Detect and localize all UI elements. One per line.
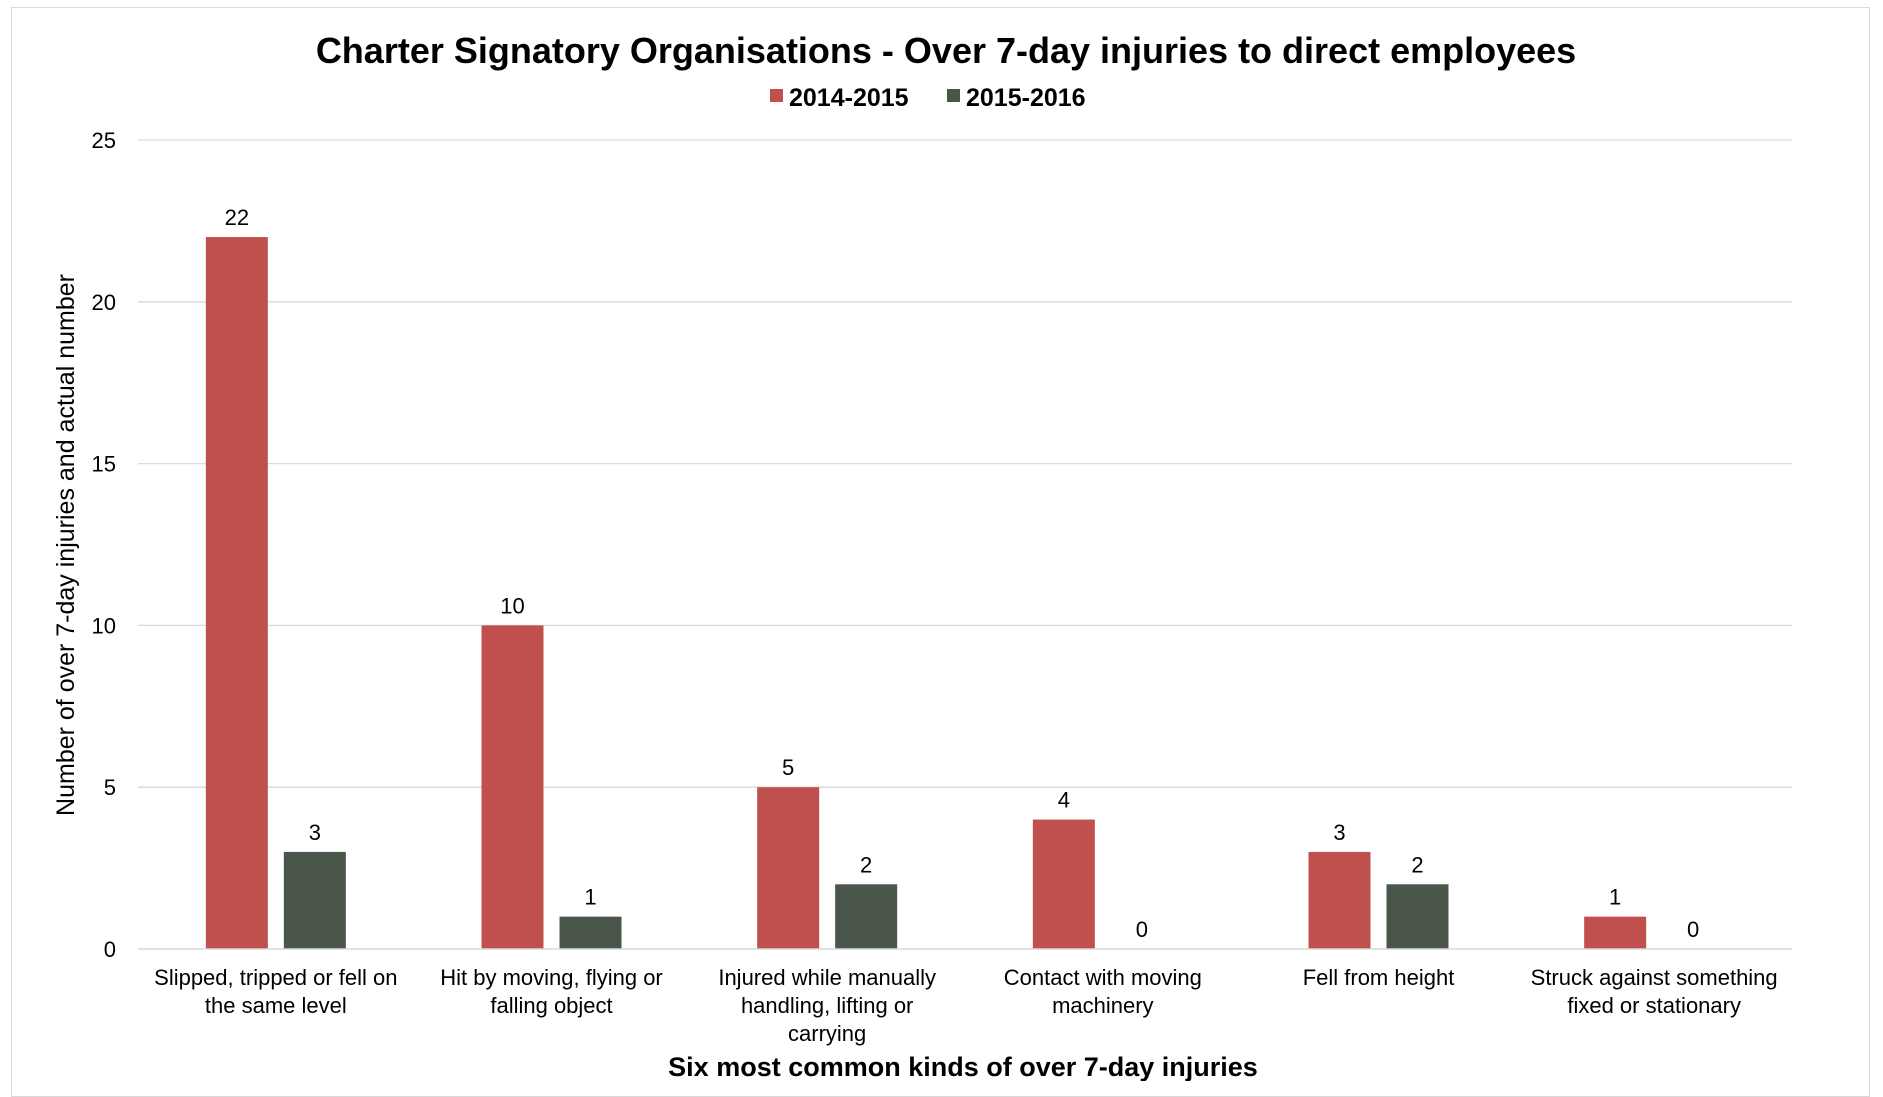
x-category-label: carrying — [788, 1021, 866, 1046]
data-label: 3 — [309, 820, 321, 845]
bars — [205, 237, 1647, 949]
data-label: 5 — [782, 755, 794, 780]
data-label: 1 — [1609, 885, 1621, 910]
x-category-label: Fell from height — [1303, 965, 1455, 990]
bar-2015-2016-2 — [835, 884, 898, 949]
bar-2014-2015-5 — [1584, 916, 1647, 949]
x-category-label: the same level — [205, 993, 347, 1018]
gridlines — [138, 139, 1792, 788]
data-label: 0 — [1136, 917, 1148, 942]
data-label: 2 — [1411, 852, 1423, 877]
y-tick-label: 5 — [104, 775, 116, 800]
y-tick-label: 25 — [92, 128, 116, 153]
legend: 2014-2015 2015-2016 — [770, 84, 1086, 112]
y-axis-ticks: 0 5 10 15 20 25 — [92, 128, 116, 962]
x-category-label: Struck against something — [1531, 965, 1778, 990]
bar-2014-2015-0 — [205, 237, 268, 949]
y-tick-label: 0 — [104, 937, 116, 962]
y-tick-label: 20 — [92, 290, 116, 315]
x-category-label: handling, lifting or — [741, 993, 913, 1018]
y-tick-label: 15 — [92, 452, 116, 477]
x-category-label: fixed or stationary — [1567, 993, 1741, 1018]
data-label: 22 — [225, 205, 249, 230]
x-category-label: Hit by moving, flying or — [440, 965, 663, 990]
bar-2015-2016-0 — [283, 851, 346, 949]
data-label: 4 — [1058, 788, 1070, 813]
data-label: 3 — [1333, 820, 1345, 845]
x-category-label: machinery — [1052, 993, 1153, 1018]
data-label: 10 — [500, 593, 524, 618]
y-axis-title: Number of over 7-day injuries and actual… — [52, 274, 80, 816]
bar-2014-2015-1 — [481, 625, 544, 949]
chart-title: Charter Signatory Organisations - Over 7… — [316, 30, 1576, 71]
data-label: 1 — [584, 885, 596, 910]
x-category-label: Injured while manually — [718, 965, 936, 990]
legend-swatch-2015-2016 — [947, 89, 960, 102]
bar-2014-2015-4 — [1308, 851, 1371, 949]
bar-2015-2016-1 — [559, 916, 622, 949]
x-category-label: falling object — [490, 993, 612, 1018]
x-axis-category-labels: Slipped, tripped or fell on the same leve… — [154, 965, 1778, 1046]
y-tick-label: 10 — [92, 613, 116, 638]
data-label: 0 — [1687, 917, 1699, 942]
legend-label-2015-2016: 2015-2016 — [966, 84, 1086, 112]
x-category-label: Slipped, tripped or fell on — [154, 965, 397, 990]
legend-label-2014-2015: 2014-2015 — [789, 84, 909, 112]
legend-swatch-2014-2015 — [770, 89, 783, 102]
bar-2014-2015-3 — [1032, 819, 1095, 949]
bar-2015-2016-4 — [1386, 884, 1449, 949]
x-category-label: Contact with moving — [1004, 965, 1202, 990]
data-label: 2 — [860, 852, 872, 877]
bar-2014-2015-2 — [757, 787, 820, 949]
x-axis-title: Six most common kinds of over 7-day inju… — [668, 1052, 1258, 1081]
